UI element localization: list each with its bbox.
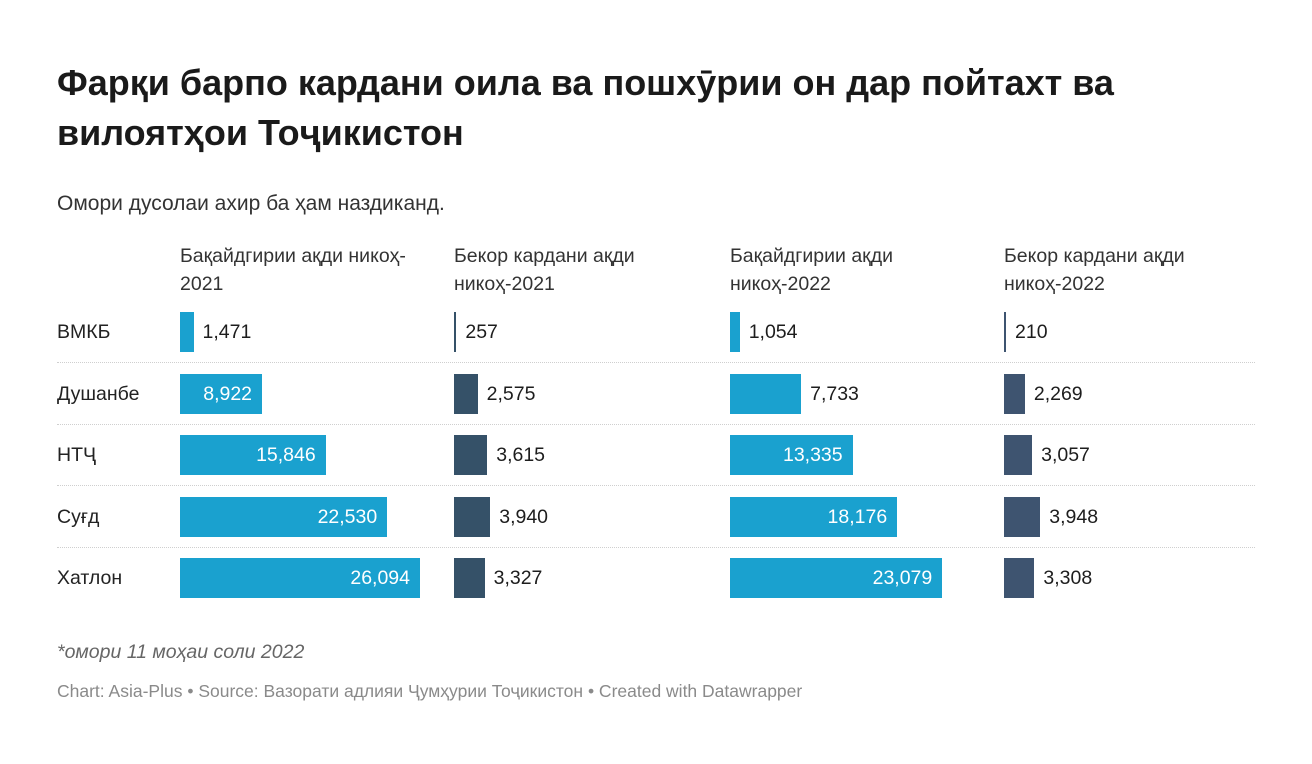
value-label: 210 [1015, 321, 1048, 343]
chart-notes: *омори 11 моҳаи соли 2022 [57, 641, 305, 663]
bar-series-0-row-1 [180, 374, 263, 414]
bar-series-3-row-4 [1004, 558, 1035, 598]
bar-series-3-row-3 [1004, 497, 1041, 537]
bar-series-0-row-4 [180, 558, 420, 598]
value-label: 3,327 [493, 567, 543, 589]
value-label: 3,308 [1043, 567, 1093, 589]
bar-series-2-row-1 [730, 374, 802, 414]
value-label: 7,733 [810, 383, 859, 405]
value-label: 18,176 [827, 506, 888, 528]
bar-series-2-row-3 [730, 497, 898, 537]
value-label: 26,094 [350, 567, 410, 589]
row-label: ВМКБ [57, 321, 111, 343]
column-header-divorces-2021: Бекор кардани ақди никоҳ-2021 [454, 245, 635, 295]
value-label: 2,269 [1033, 383, 1083, 405]
row-separator [57, 362, 1255, 363]
value-label: 1,054 [748, 321, 798, 343]
value-label: 23,079 [872, 567, 933, 589]
row-label: НТҶ [57, 444, 96, 466]
bar-series-3-row-0 [1004, 312, 1006, 352]
row-label: Душанбе [57, 383, 140, 405]
value-label: 257 [465, 321, 498, 343]
value-label: 3,057 [1041, 444, 1090, 466]
value-label: 3,948 [1049, 506, 1099, 528]
row-label: Хатлон [57, 567, 123, 589]
bar-series-1-row-0 [454, 312, 457, 352]
row-separator [57, 485, 1255, 486]
value-label: 13,335 [782, 444, 843, 466]
value-label: 15,846 [256, 444, 316, 466]
value-label: 1,471 [202, 321, 252, 343]
bar-series-0-row-3 [180, 497, 388, 537]
row-separator [57, 547, 1255, 548]
bar-series-3-row-1 [1004, 374, 1025, 414]
bar-series-0-row-2 [180, 435, 326, 475]
value-label: 22,530 [317, 506, 378, 528]
column-header-marriages-2022: Бақайдгирии ақди никоҳ-2022 [730, 245, 893, 295]
bar-series-0-row-0 [180, 312, 194, 352]
bar-series-1-row-4 [454, 558, 485, 598]
bar-series-2-row-0 [730, 312, 740, 352]
chart-title: Фарқи барпо кардани оила ва пошхӯрии он … [57, 62, 1114, 153]
row-label: Суғд [57, 506, 100, 528]
bar-series-2-row-2 [730, 435, 853, 475]
bar-series-3-row-2 [1004, 435, 1033, 475]
value-label: 2,575 [486, 383, 536, 405]
value-label: 3,615 [496, 444, 546, 466]
value-label: 8,922 [203, 383, 253, 405]
column-header-marriages-2021: Бақайдгирии ақди никоҳ- 2021 [180, 245, 406, 295]
bar-series-2-row-4 [730, 558, 943, 598]
value-label: 3,940 [499, 506, 549, 528]
bar-series-1-row-2 [454, 435, 488, 475]
chart-subtitle: Омори дусолаи ахир ба ҳам наздиканд. [57, 192, 445, 215]
chart-source: Chart: Asia-Plus • Source: Вазорати адли… [57, 681, 803, 701]
row-separator [57, 424, 1255, 425]
column-header-divorces-2022: Бекор кардани ақди никоҳ-2022 [1004, 245, 1185, 295]
bar-series-1-row-3 [454, 497, 491, 537]
bar-series-1-row-1 [454, 374, 478, 414]
